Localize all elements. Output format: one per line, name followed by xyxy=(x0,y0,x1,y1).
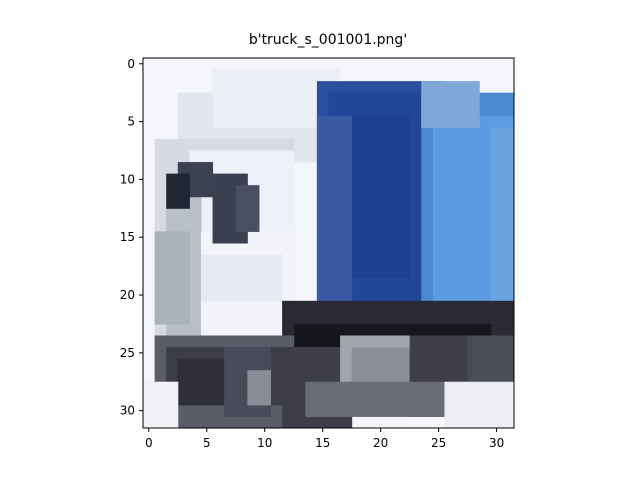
axes-frame xyxy=(142,57,515,429)
x-tick-label: 20 xyxy=(373,436,388,450)
figure-title: b'truck_s_001001.png' xyxy=(248,32,408,48)
truck-image xyxy=(143,58,514,428)
y-tick-label: 15 xyxy=(120,230,135,244)
x-tick-label: 10 xyxy=(257,436,272,450)
y-tick-label: 10 xyxy=(120,172,135,186)
x-tick-label: 30 xyxy=(489,436,504,450)
x-tick-label: 0 xyxy=(145,436,153,450)
y-tick-label: 20 xyxy=(120,288,135,302)
x-axis: 0 5 10 15 20 25 30 xyxy=(145,428,504,450)
y-axis: 0 5 10 15 20 25 30 xyxy=(120,57,143,418)
x-tick-label: 5 xyxy=(203,436,211,450)
x-tick-label: 25 xyxy=(431,436,446,450)
y-tick-label: 25 xyxy=(120,346,135,360)
y-tick-label: 30 xyxy=(120,404,135,418)
x-tick-label: 15 xyxy=(315,436,330,450)
y-tick-label: 5 xyxy=(127,115,135,129)
y-tick-label: 0 xyxy=(127,57,135,71)
